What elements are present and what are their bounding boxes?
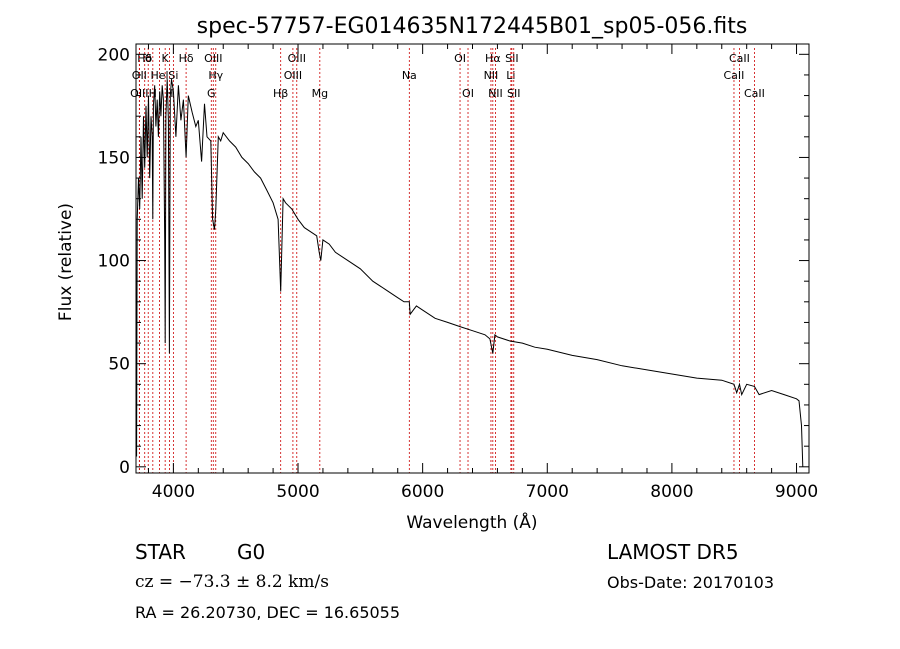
y-tick-label: 150 bbox=[98, 148, 130, 168]
line-marker-label: Mg bbox=[312, 87, 328, 100]
x-tick-label: 5000 bbox=[276, 482, 319, 502]
line-marker-label: NII bbox=[488, 87, 503, 100]
line-marker-label: H bbox=[165, 87, 173, 100]
line-marker-label: H bbox=[149, 87, 157, 100]
x-tick-label: 7000 bbox=[526, 482, 569, 502]
line-marker-label: Hel bbox=[151, 69, 169, 82]
line-marker-label: Hδ bbox=[137, 52, 152, 65]
line-marker-label: Hδ bbox=[179, 52, 194, 65]
subclass-label: G0 bbox=[237, 540, 266, 564]
line-marker-label: Hβ bbox=[273, 87, 288, 100]
x-tick-label: 8000 bbox=[650, 482, 693, 502]
coords-label: RA = 26.20730, DEC = 16.65055 bbox=[135, 603, 401, 622]
line-marker-label: OI bbox=[454, 52, 466, 65]
plot-frame bbox=[135, 43, 810, 474]
line-marker-label: Hα bbox=[485, 52, 501, 65]
line-marker-label: SII bbox=[505, 52, 518, 65]
chart-title: spec-57757-EG014635N172445B01_sp05-056.f… bbox=[197, 14, 748, 39]
line-marker-label: NII bbox=[484, 69, 499, 82]
line-marker-label: Si bbox=[168, 69, 178, 82]
line-marker-label: G bbox=[207, 87, 216, 100]
line-marker-label: OIII bbox=[288, 52, 306, 65]
y-tick-label: 100 bbox=[98, 252, 130, 272]
x-tick-label: 9000 bbox=[775, 482, 818, 502]
redshift-label: cz = −73.3 ± 8.2 km/s bbox=[135, 572, 329, 592]
y-axis: 0 50 100 150 200 bbox=[98, 45, 809, 478]
line-marker-label: Hγ bbox=[208, 69, 223, 82]
line-marker-label: θ bbox=[145, 52, 152, 65]
line-marker-label: K bbox=[162, 52, 170, 65]
line-marker-label: CaII bbox=[724, 69, 745, 82]
line-marker-label: OIII bbox=[130, 87, 148, 100]
line-marker-label: OIII bbox=[204, 52, 222, 65]
survey-label: LAMOST DR5 bbox=[607, 540, 739, 564]
x-tick-label: 4000 bbox=[152, 482, 195, 502]
spectrum-line bbox=[135, 79, 804, 467]
line-marker-label: CaII bbox=[744, 87, 765, 100]
y-tick-label: 200 bbox=[98, 45, 130, 65]
line-marker-label: OI bbox=[462, 87, 474, 100]
line-marker-label: CaII bbox=[729, 52, 750, 65]
line-marker-label: Li bbox=[506, 69, 515, 82]
class-label: STAR bbox=[135, 540, 186, 564]
line-marker-label: SII bbox=[507, 87, 520, 100]
x-tick-label: 6000 bbox=[401, 482, 444, 502]
x-axis: 4000 5000 6000 7000 8000 9000 bbox=[147, 44, 818, 502]
obs-date-label: Obs-Date: 20170103 bbox=[607, 573, 775, 592]
x-axis-label: Wavelength (Å) bbox=[406, 511, 537, 533]
y-tick-label: 0 bbox=[119, 458, 130, 478]
line-marker-label: Na bbox=[402, 69, 417, 82]
y-tick-label: 50 bbox=[108, 355, 130, 375]
y-axis-label: Flux (relative) bbox=[56, 203, 76, 321]
line-marker-label: OIII bbox=[284, 69, 302, 82]
